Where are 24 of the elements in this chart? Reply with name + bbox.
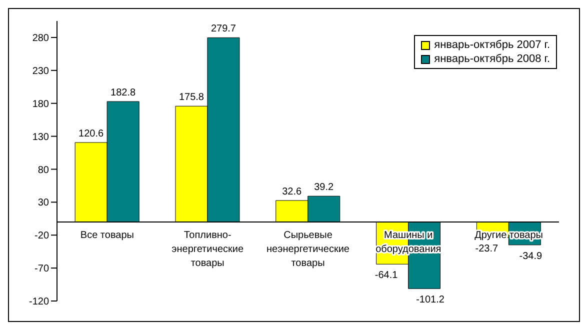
- data-label: 120.6: [78, 128, 104, 140]
- y-tick-label: -20: [34, 230, 50, 242]
- data-label: 39.2: [314, 182, 334, 194]
- y-tick-label: 30: [38, 198, 50, 209]
- y-tick-label: -70: [34, 264, 50, 275]
- data-label: 32.6: [282, 186, 302, 198]
- y-tick-label: 80: [38, 164, 50, 176]
- data-label: -34.9: [519, 250, 543, 262]
- data-label: 279.7: [210, 24, 236, 35]
- y-tick-label: 230: [32, 66, 50, 77]
- y-tick-label: -120: [28, 296, 50, 308]
- x-tick-label: Все товары: [80, 230, 134, 241]
- data-label: 175.8: [178, 92, 204, 104]
- x-tick-label: Топливно-энергетические товары: [172, 230, 244, 269]
- data-label: -23.7: [475, 244, 499, 255]
- legend-label: январь-октябрь 2007 г.: [434, 38, 550, 52]
- x-tick-label: Сырьевые неэнергетические товары: [266, 230, 350, 269]
- data-label: -101.2: [416, 294, 445, 306]
- data-label: 182.8: [110, 88, 136, 99]
- y-tick-label: 180: [32, 98, 50, 110]
- y-tick-label: 130: [32, 132, 50, 143]
- data-label: -64.1: [374, 270, 398, 282]
- legend-label: январь-октябрь 2008 г.: [434, 52, 550, 66]
- y-tick-label: 280: [32, 33, 50, 44]
